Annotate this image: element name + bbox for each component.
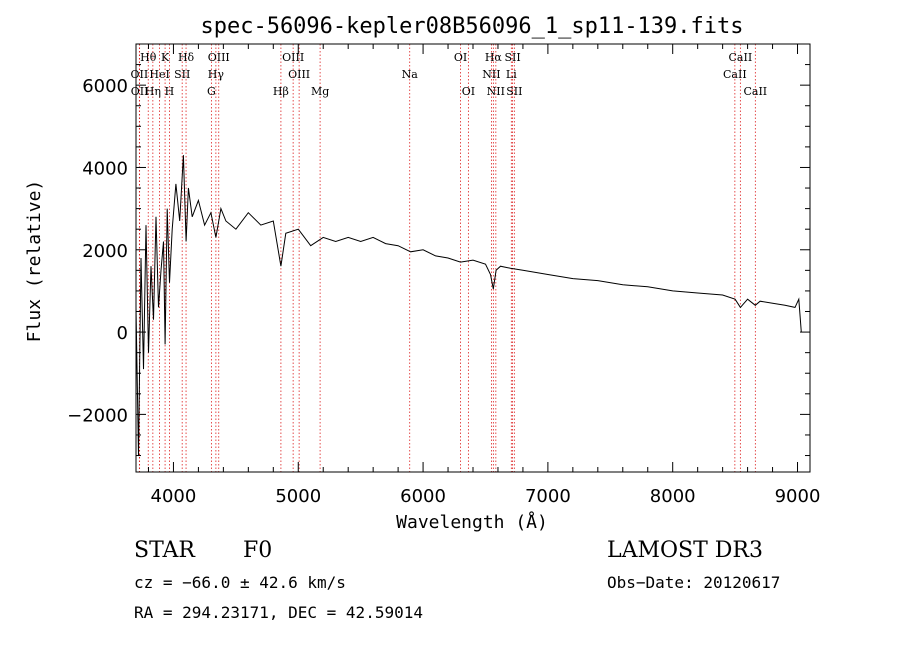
survey-label: LAMOST DR3 [607,538,763,563]
line-marker-label: HeI [149,68,169,81]
line-marker-label: Hβ [273,85,289,98]
x-tick-label: 8000 [650,486,696,507]
line-marker-label: OII [131,85,149,98]
line-marker-label: Hη [145,85,161,98]
line-marker-label: K [161,51,170,64]
chart-title: spec-56096-kepler08B56096_1_sp11-139.fit… [200,14,743,39]
y-tick-label: 0 [117,323,128,344]
line-marker-label: Hδ [178,51,195,64]
x-tick-label: 5000 [275,486,321,507]
redshift-text: cz = −66.0 ± 42.6 km/s [134,573,346,592]
line-marker-label: OI [454,51,467,64]
line-marker-label: OII [131,68,149,81]
y-tick-label: 6000 [82,76,128,97]
y-tick-label: 4000 [82,158,128,179]
spectrum-line [135,155,802,456]
x-tick-label: 7000 [525,486,571,507]
axis-ticks: 4000 5000 6000 7000 8000 9000 −2000 0 2000 4000 60… [67,43,821,507]
line-marker-label: G [207,85,216,98]
x-tick-label: 4000 [151,486,197,507]
line-marker-label: Na [402,68,419,81]
line-marker-label: CaII [729,51,753,64]
line-marker-label: OI [462,85,475,98]
line-marker-label: NII [482,68,500,81]
line-marker-label: OIII [208,51,230,64]
line-marker-label: OIII [282,51,304,64]
line-marker-label: H [165,85,175,98]
line-marker-label: Li [506,68,517,81]
plot-frame [135,43,811,473]
line-marker-label: SII [506,85,522,98]
x-tick-label: 9000 [775,486,821,507]
line-markers [138,44,756,472]
line-marker-label: NII [487,85,505,98]
line-marker-label: Hγ [208,68,225,81]
object-subclass: F0 [243,538,273,563]
line-marker-label: CaII [723,68,747,81]
y-tick-label: 2000 [82,241,128,262]
y-axis-label: Flux (relative) [24,180,45,343]
line-marker-label: OIII [288,68,310,81]
x-tick-label: 6000 [400,486,446,507]
line-marker-label: SII [174,68,190,81]
coordinates-text: RA = 294.23171, DEC = 42.59014 [134,603,423,622]
line-marker-label: Hα [485,51,503,64]
line-marker-label: SII [504,51,520,64]
y-tick-label: −2000 [67,405,128,426]
object-class: STAR [134,538,195,563]
line-marker-label: CaII [743,85,767,98]
line-marker-label: Hθ [140,51,157,64]
line-marker-label: Mg [311,85,329,98]
obs-date-text: Obs−Date: 20120617 [607,573,781,592]
x-axis-label: Wavelength (Å) [396,511,548,533]
